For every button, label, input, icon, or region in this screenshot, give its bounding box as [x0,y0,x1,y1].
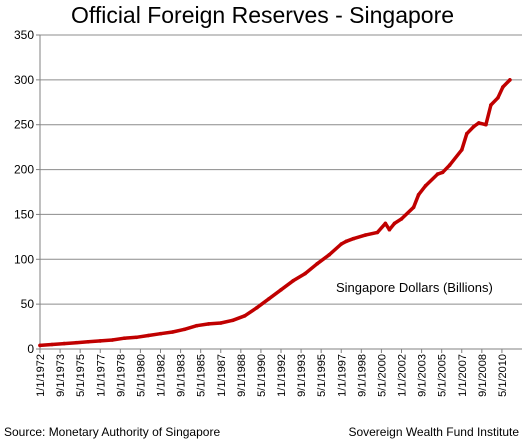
y-tick-label: 300 [14,73,34,87]
x-tick-label: 5/1/1985 [196,354,208,397]
series-layer [38,78,512,348]
y-tick-label: 50 [21,297,35,311]
data-point [460,148,464,152]
data-point [363,233,368,237]
x-tick-label: 9/1/1993 [296,354,308,397]
data-point [243,314,247,318]
data-point [170,330,175,334]
data-point [465,131,469,136]
x-tick-label: 5/1/1975 [75,354,87,397]
data-point [38,343,42,348]
x-tick-label: 1/1/2002 [397,354,409,397]
data-point [440,170,445,175]
y-tick-label: 200 [14,163,34,177]
data-point [146,333,151,338]
series-line-reserves [38,78,512,348]
x-tick-label: 9/1/1988 [236,354,248,397]
axes [36,34,522,353]
data-point [508,78,512,82]
x-tick-label: 5/1/2000 [376,354,388,397]
data-point [496,96,500,100]
data-point [194,323,199,328]
data-point [423,183,428,188]
data-point [392,221,397,226]
x-tick-label: 1/1/1992 [276,354,288,397]
data-point [435,172,440,176]
units-annotation: Singapore Dollars (Billions) [336,280,493,295]
data-point [158,331,163,336]
x-tick-label: 9/1/1998 [356,354,368,397]
credit-note: Sovereign Wealth Fund Institute [348,425,519,439]
data-point [255,305,259,310]
data-point [74,340,78,345]
x-tick-label: 9/1/1983 [176,354,188,397]
y-tick-label: 150 [14,207,34,221]
data-point [182,327,187,332]
data-point [62,341,66,346]
data-point [416,192,421,197]
x-tick-label: 1/1/1987 [216,354,228,397]
data-point [50,342,54,347]
x-tick-label: 9/1/2008 [477,354,489,397]
data-point [315,262,319,266]
data-point [387,227,392,232]
y-tick-label: 250 [14,118,34,132]
data-point [411,205,416,210]
data-point [231,318,235,323]
data-point [279,288,283,292]
data-point [484,122,488,127]
y-tick-label: 0 [27,342,34,356]
x-tick-label: 9/1/1973 [55,354,67,397]
data-point [351,236,356,241]
data-point [339,242,344,246]
x-tick-label: 1/1/1977 [95,354,107,397]
x-tick-label: 1/1/2007 [457,354,469,397]
y-axis-ticks: 0 50 100 150 200 250 300 350 [14,28,34,356]
x-tick-label: 5/1/1990 [256,354,268,397]
data-point [86,340,90,344]
data-point [489,103,493,107]
gridlines [40,34,522,305]
x-tick-label: 5/1/2010 [497,354,509,397]
data-point [472,124,476,129]
source-note: Source: Monetary Authority of Singapore [4,425,221,439]
data-point [206,322,211,326]
data-point [501,85,505,89]
data-point [447,163,452,167]
data-point [98,339,103,343]
x-tick-label: 5/1/1995 [316,354,328,397]
data-point [134,335,139,340]
data-point [375,230,380,235]
x-tick-label: 1/1/1982 [156,354,168,397]
data-point [327,253,332,257]
data-point [303,271,307,276]
data-point [344,239,349,244]
data-point [477,121,481,125]
x-tick-label: 9/1/1978 [115,354,127,397]
data-point [399,217,404,221]
x-axis-ticks: 1/1/1972 9/1/1973 5/1/1975 1/1/1977 9/1/1978… [35,354,509,397]
x-tick-label: 1/1/1972 [35,354,47,397]
x-tick-label: 5/1/2005 [437,354,449,397]
y-tick-label: 100 [14,252,34,266]
chart-title: Official Foreign Reserves - Singapore [70,2,455,28]
x-tick-label: 1/1/1997 [336,354,348,397]
y-tick-label: 350 [14,28,34,42]
data-point [291,279,295,283]
data-point [110,338,115,342]
data-point [122,336,127,341]
data-point [219,321,223,325]
data-point [267,297,271,301]
data-point [383,221,388,226]
x-tick-label: 9/1/2003 [417,354,429,397]
x-tick-label: 5/1/1980 [135,354,147,397]
